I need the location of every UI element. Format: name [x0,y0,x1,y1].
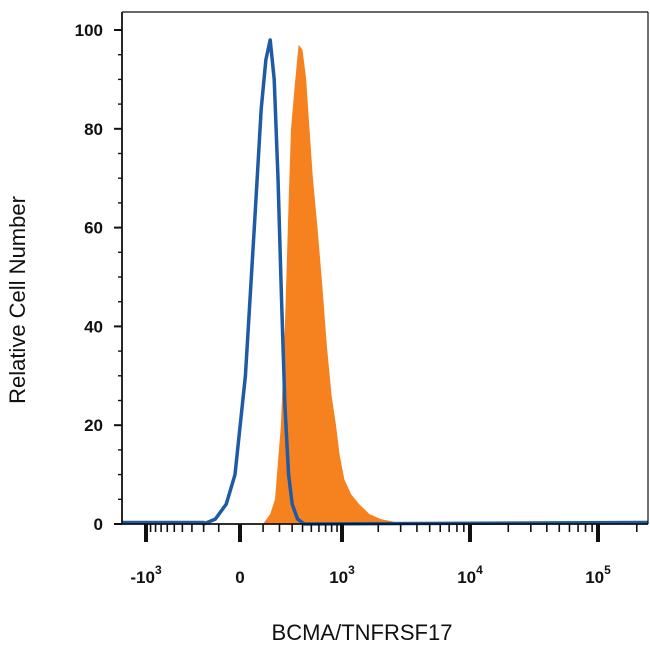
filled-histogram-series [263,44,410,525]
outline-histogram-series [122,38,649,526]
x-tick-label-exponent: 4 [476,563,483,577]
x-tick-label: 105 [585,563,611,587]
x-tick-label: -103 [130,563,162,587]
x-tick-label-base: -10 [130,568,155,587]
y-axis-title: Relative Cell Number [5,196,30,404]
x-tick-label: 0 [235,568,244,587]
x-tick-label-exponent: 3 [155,563,162,577]
y-tick-label: 100 [75,21,103,40]
y-tick-label: 80 [84,120,103,139]
x-tick-label-base: 10 [457,568,476,587]
y-tick-label: 40 [84,317,103,336]
x-tick-label-base: 10 [585,568,604,587]
x-tick-label: 104 [457,563,483,587]
y-tick-label: 60 [84,219,103,238]
x-axis-title: BCMA/TNFRSF17 [272,620,453,645]
x-tick-label-exponent: 5 [604,563,611,577]
y-tick-label: 20 [84,416,103,435]
x-tick-label-base: 10 [329,568,348,587]
y-tick-label: 0 [94,515,103,534]
x-tick-label-base: 0 [235,568,244,587]
x-tick-label: 103 [329,563,355,587]
x-tick-label-exponent: 3 [348,563,355,577]
